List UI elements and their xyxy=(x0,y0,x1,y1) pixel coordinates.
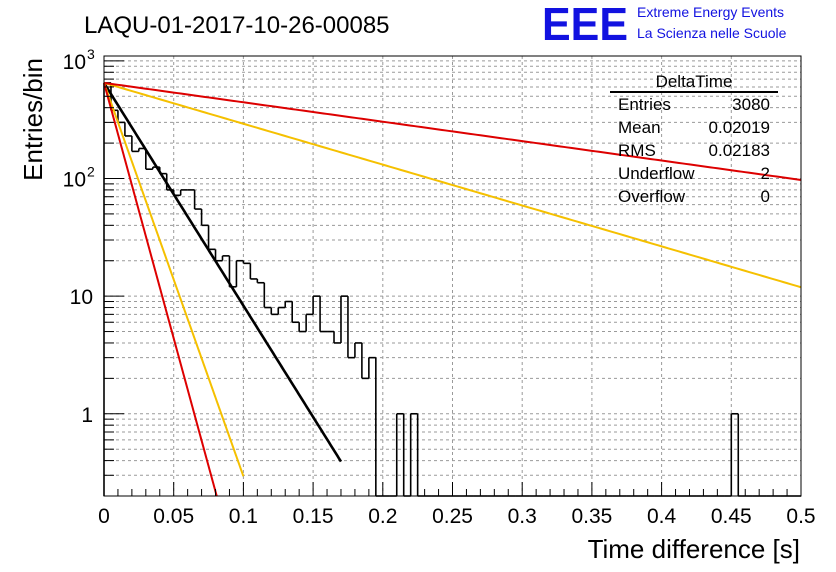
x-tick-label: 0.45 xyxy=(711,505,752,528)
y-tick-label: 10 xyxy=(63,169,86,192)
stats-row-value: 2 xyxy=(761,164,770,183)
x-tick-label: 0.25 xyxy=(432,505,473,528)
x-tick-label: 0.5 xyxy=(786,505,815,528)
fit-curve xyxy=(102,82,343,463)
plot-title: LAQU-01-2017-10-26-00085 xyxy=(84,12,390,39)
x-tick-label: 0.35 xyxy=(571,505,612,528)
fit-curve xyxy=(103,81,802,181)
fit-curves xyxy=(102,81,802,497)
x-tick-label: 0.4 xyxy=(647,505,677,528)
stats-row-value: 0 xyxy=(761,187,770,206)
stats-row-label: Mean xyxy=(618,118,661,137)
eee-logo: EEE Extreme Energy Events La Scienza nel… xyxy=(542,0,787,50)
stats-row-label: Underflow xyxy=(618,164,695,183)
stats-row-label: RMS xyxy=(618,141,656,160)
stats-row: RMS 0.02183 xyxy=(618,141,770,160)
stats-row-label: Entries xyxy=(618,95,671,114)
y-tick-label-exponent: 3 xyxy=(87,46,95,62)
stats-box: DeltaTime Entries 3080 Mean 0.02019 RMS … xyxy=(610,72,778,206)
x-tick-label: 0.05 xyxy=(153,505,194,528)
fit-curve xyxy=(103,82,218,497)
stats-row: Entries 3080 xyxy=(618,95,770,114)
x-axis-title: Time difference [s] xyxy=(588,534,800,564)
x-tick-label: 0.3 xyxy=(508,505,537,528)
y-tick-label: 1 xyxy=(81,404,93,427)
y-tick-label: 10 xyxy=(63,51,86,74)
eee-logo-letters: EEE xyxy=(542,0,628,50)
y-tick-label-exponent: 2 xyxy=(87,164,95,180)
stats-row-value: 0.02183 xyxy=(709,141,770,160)
eee-logo-line1: Extreme Energy Events xyxy=(637,4,784,20)
x-tick-label: 0.1 xyxy=(229,505,258,528)
x-tick-label: 0 xyxy=(98,505,110,528)
fit-curve xyxy=(103,81,802,289)
stats-row: Overflow 0 xyxy=(618,187,770,206)
y-axis-title: Entries/bin xyxy=(18,58,48,181)
stats-row-label: Overflow xyxy=(618,187,686,206)
x-tick-label: 0.15 xyxy=(293,505,334,528)
stats-box-title: DeltaTime xyxy=(656,72,733,91)
stats-row: Mean 0.02019 xyxy=(618,118,770,137)
fit-curve xyxy=(103,82,245,477)
eee-logo-line2: La Scienza nelle Scuole xyxy=(637,25,787,41)
x-tick-labels: 0 0.05 0.1 0.15 0.2 0.25 0.3 0.35 0.4 0.45 0.5 xyxy=(98,505,815,528)
stats-row: Underflow 2 xyxy=(618,164,770,183)
y-tick-label: 10 xyxy=(70,286,93,309)
axis-ticks xyxy=(103,60,802,497)
x-tick-label: 0.2 xyxy=(368,505,397,528)
stats-row-value: 3080 xyxy=(732,95,770,114)
stats-row-value: 0.02019 xyxy=(709,118,770,137)
